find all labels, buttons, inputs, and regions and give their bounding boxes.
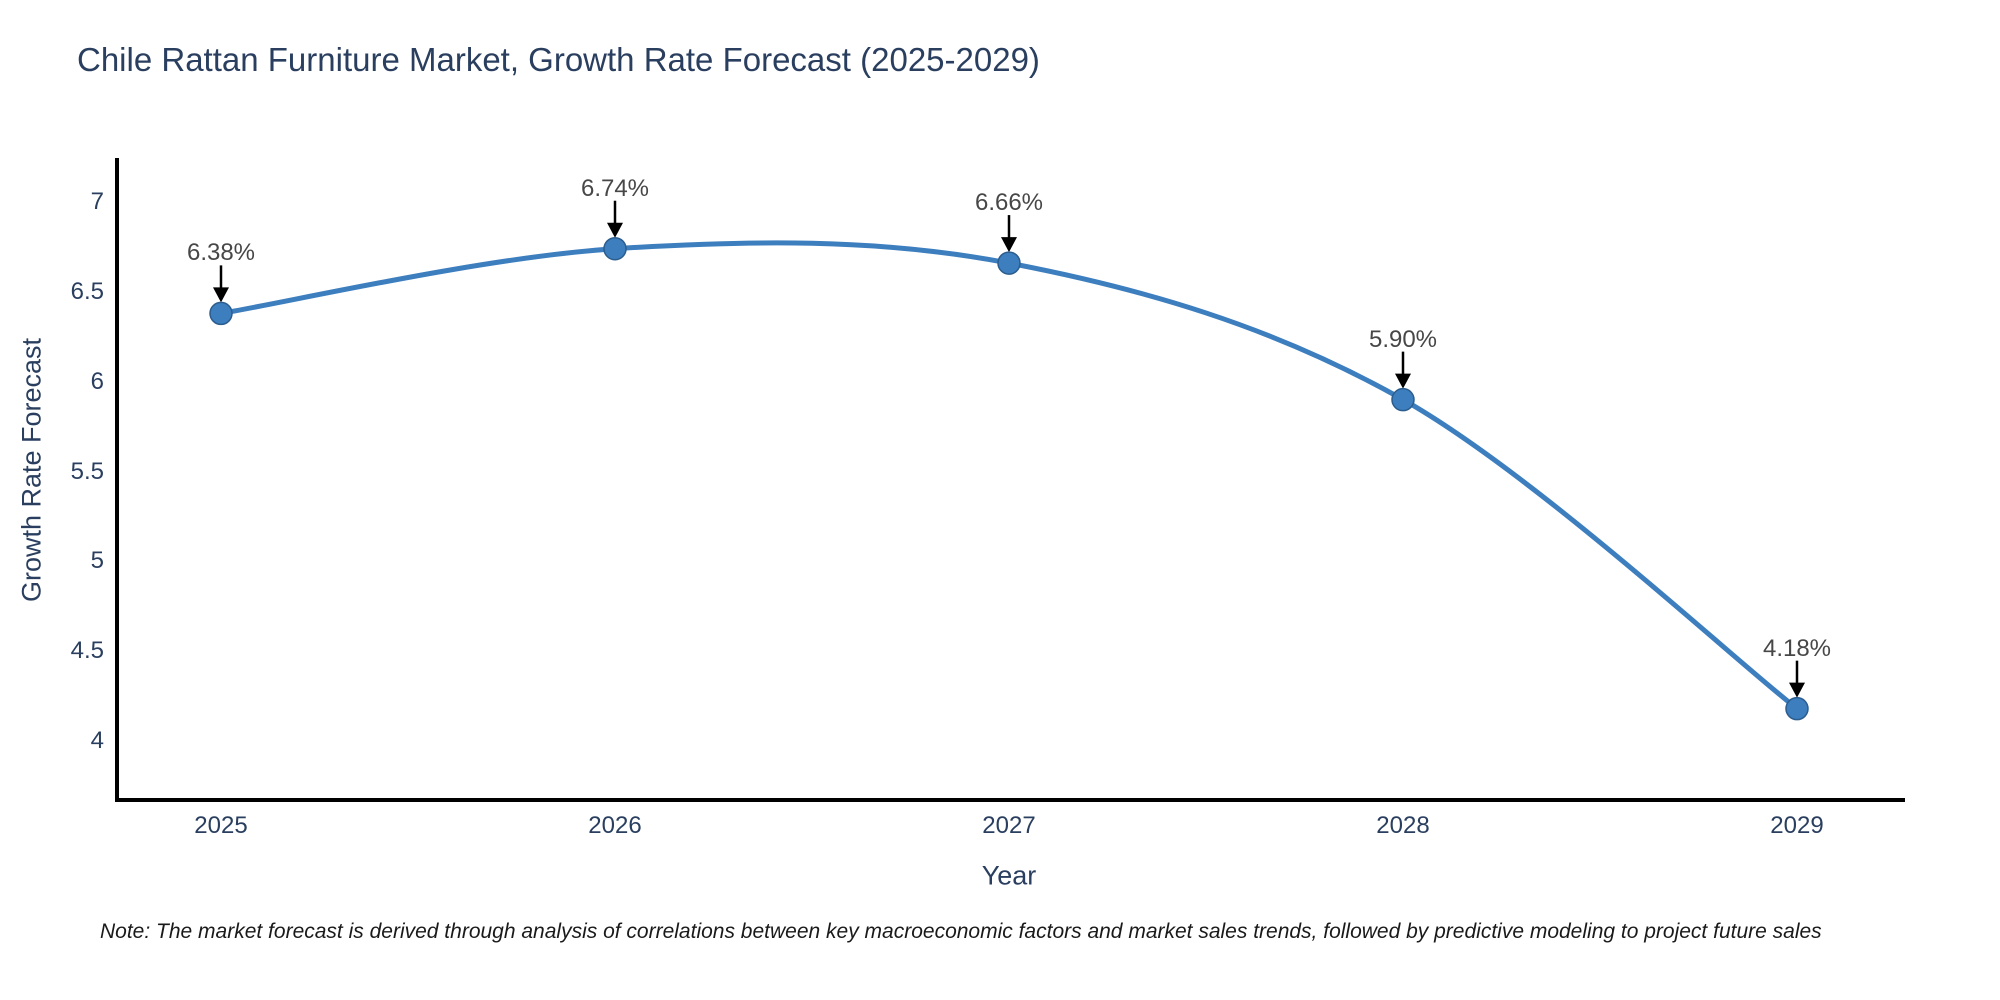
footnote: Note: The market forecast is derived thr… (100, 920, 1822, 943)
x-tick-label: 2027 (982, 812, 1036, 839)
chart-title: Chile Rattan Furniture Market, Growth Ra… (77, 41, 1040, 78)
y-tick-label: 4 (90, 727, 104, 754)
annotation-arrowhead-icon (607, 222, 623, 238)
annotation-arrowhead-icon (213, 287, 229, 303)
y-axis-title: Growth Rate Forecast (16, 337, 47, 603)
x-tick-label: 2029 (1770, 812, 1824, 839)
y-tick-label: 5 (90, 547, 104, 575)
y-tick-label: 5.5 (70, 457, 104, 485)
y-tick-label: 7 (90, 188, 104, 215)
data-point-marker[interactable] (1785, 696, 1809, 721)
point-value-annotation: 6.66% (974, 189, 1044, 217)
data-point-marker[interactable] (209, 301, 233, 326)
data-point-marker[interactable] (603, 236, 627, 261)
point-value-annotation: 6.38% (186, 239, 256, 267)
y-tick-label: 4.5 (70, 637, 104, 665)
point-value-annotation: 5.90% (1368, 325, 1438, 353)
x-tick-label: 2028 (1376, 812, 1430, 839)
y-tick-label: 6 (90, 367, 104, 395)
data-point-marker[interactable] (1391, 387, 1415, 412)
point-value-annotation: 4.18% (1762, 634, 1832, 662)
point-value-annotation: 6.74% (580, 174, 650, 202)
growth-rate-line (218, 240, 1800, 712)
x-tick-label: 2025 (194, 812, 248, 839)
x-axis-title: Year (981, 860, 1037, 891)
y-tick-label: 6.5 (70, 277, 104, 305)
x-tick-label: 2026 (588, 812, 642, 839)
annotation-arrowhead-icon (1001, 237, 1017, 253)
data-point-marker[interactable] (997, 251, 1021, 275)
annotation-arrowhead-icon (1395, 373, 1411, 389)
annotation-arrowhead-icon (1789, 682, 1805, 698)
